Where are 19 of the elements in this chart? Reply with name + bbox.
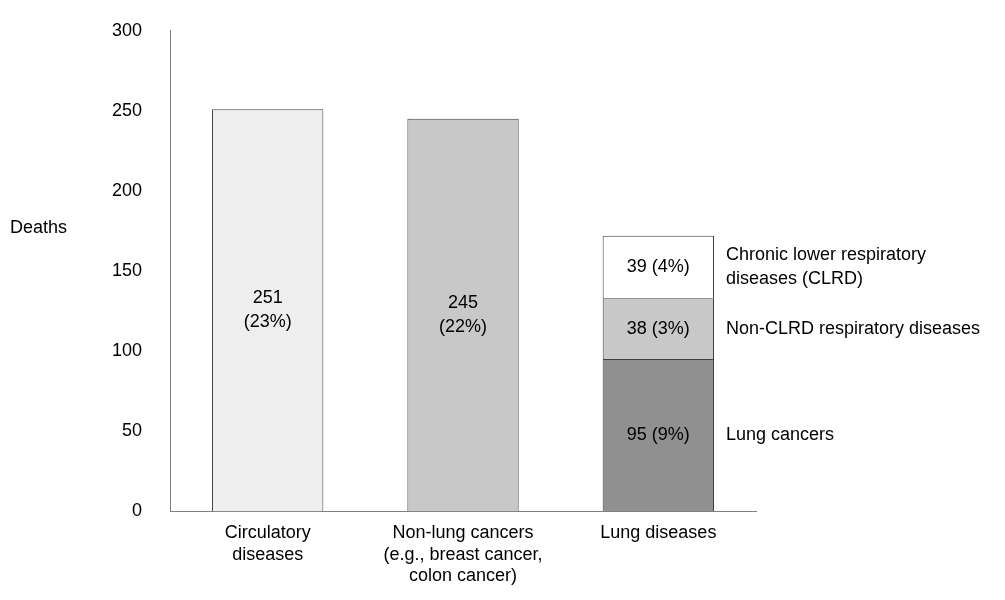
y-tick-label: 100 xyxy=(111,340,143,361)
y-tick-label: 0 xyxy=(132,500,143,521)
y-axis-title: Deaths xyxy=(10,216,68,237)
x-tick-label: Lung diseases xyxy=(600,521,717,542)
series-label: Lung cancers xyxy=(726,424,835,445)
data-label: 245 (22%) xyxy=(439,292,488,337)
series-label: Non-CLRD respiratory diseases xyxy=(726,317,981,338)
x-tick-label: Circulatory diseases xyxy=(224,521,311,564)
y-tick-label: 50 xyxy=(122,420,143,441)
data-label: 38 (3%) xyxy=(626,317,690,338)
y-tick-label: 300 xyxy=(111,19,143,40)
data-label: 39 (4%) xyxy=(626,255,690,276)
data-label: 251 (23%) xyxy=(243,287,292,332)
y-tick-label: 150 xyxy=(111,259,143,280)
y-tick-label: 200 xyxy=(111,179,143,200)
x-tick-label: Non-lung cancers (e.g., breast cancer, colon cancer) xyxy=(383,521,543,586)
y-tick-label: 250 xyxy=(111,99,143,120)
data-label: 95 (9%) xyxy=(626,424,690,445)
series-label: Chronic lower respiratory diseases (CLRD) xyxy=(726,243,927,288)
